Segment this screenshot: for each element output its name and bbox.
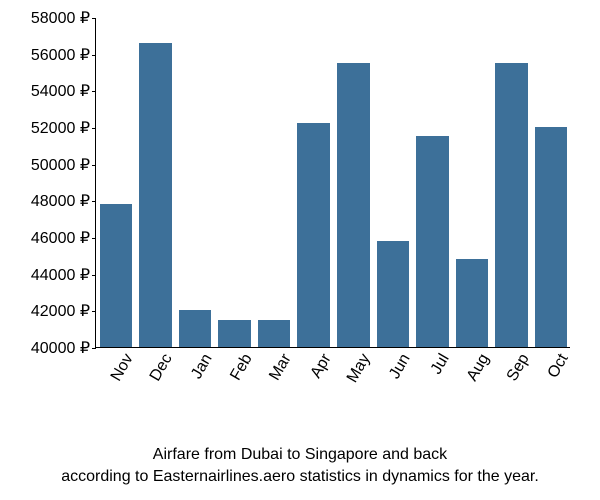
x-tick-label: Nov [108, 351, 138, 385]
y-tick-label: 58000 ₽ [31, 8, 96, 28]
x-tick-label: Apr [307, 351, 335, 382]
y-tick-label: 52000 ₽ [31, 118, 96, 138]
bar [139, 43, 171, 347]
x-tick-label: Dec [147, 351, 177, 385]
y-tick-label: 50000 ₽ [31, 155, 96, 175]
x-tick-label: Oct [545, 351, 573, 382]
y-tick-label: 40000 ₽ [31, 338, 96, 358]
x-tick-label: Mar [266, 351, 295, 384]
bar [100, 204, 132, 347]
x-tick-label: Sep [503, 351, 533, 385]
y-tick-label: 48000 ₽ [31, 191, 96, 211]
x-tick-label: May [344, 351, 375, 386]
bar [337, 63, 369, 347]
x-tick-label: Jan [188, 351, 216, 382]
bar [416, 136, 448, 347]
bar [377, 241, 409, 347]
y-tick-mark [92, 201, 96, 202]
bar [258, 320, 290, 348]
y-tick-label: 42000 ₽ [31, 301, 96, 321]
y-tick-mark [92, 311, 96, 312]
y-tick-mark [92, 55, 96, 56]
airfare-bar-chart: 40000 ₽ 42000 ₽ 44000 ₽ 46000 ₽ 48000 ₽ 50000… [0, 0, 600, 500]
y-tick-mark [92, 275, 96, 276]
y-tick-label: 44000 ₽ [31, 265, 96, 285]
y-tick-label: 54000 ₽ [31, 81, 96, 101]
bar [456, 259, 488, 347]
caption-line: according to Easternairlines.aero statis… [0, 466, 600, 488]
y-tick-mark [92, 165, 96, 166]
caption-line: Airfare from Dubai to Singapore and back [0, 444, 600, 466]
x-tick-label: Feb [227, 351, 256, 384]
y-tick-mark [92, 238, 96, 239]
bar [179, 310, 211, 347]
bar [297, 123, 329, 347]
x-tick-label: Aug [464, 351, 494, 385]
y-tick-mark [92, 128, 96, 129]
y-tick-mark [92, 18, 96, 19]
bar [535, 127, 567, 347]
y-tick-mark [92, 348, 96, 349]
y-tick-mark [92, 91, 96, 92]
plot-area: 40000 ₽42000 ₽44000 ₽46000 ₽48000 ₽50000… [95, 18, 570, 348]
x-tick-label: Jun [386, 351, 414, 382]
y-tick-label: 56000 ₽ [31, 45, 96, 65]
bar [218, 320, 250, 348]
y-tick-label: 46000 ₽ [31, 228, 96, 248]
bar [495, 63, 527, 347]
x-tick-label: Jul [428, 351, 454, 378]
chart-caption: Airfare from Dubai to Singapore and back… [0, 444, 600, 488]
